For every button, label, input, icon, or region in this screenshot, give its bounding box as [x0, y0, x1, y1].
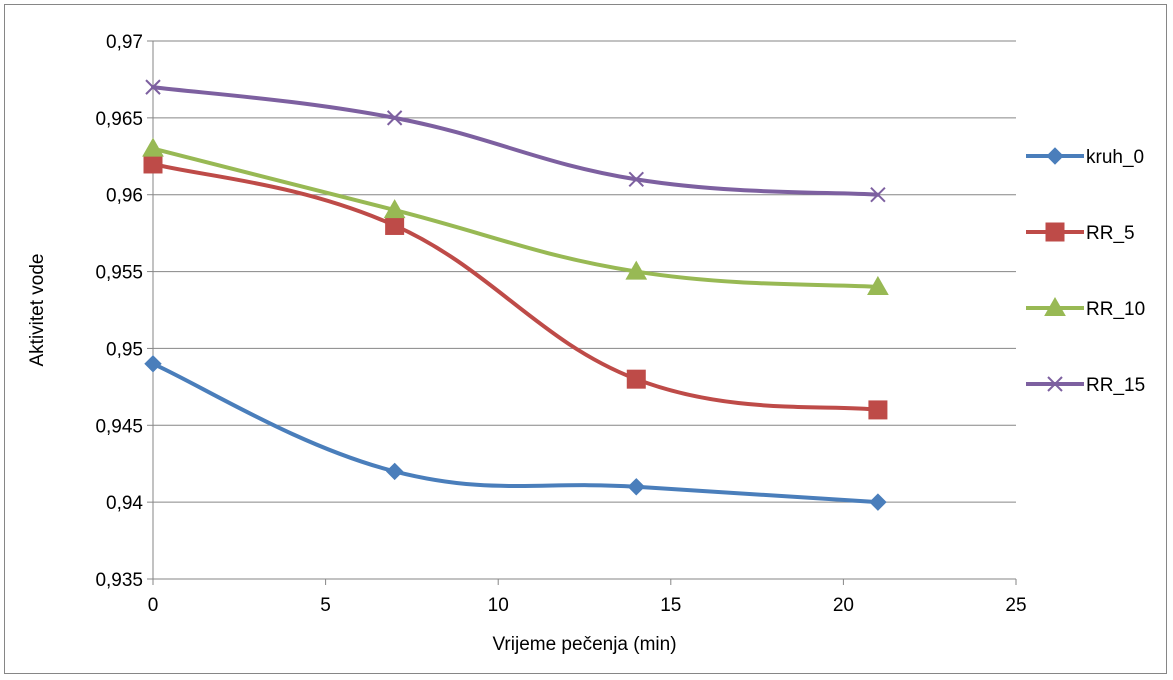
x-tick-label: 25: [1005, 595, 1026, 616]
data-point-kruh_0: [144, 355, 162, 373]
data-point-RR_5: [868, 400, 888, 420]
data-point-RR_10: [867, 275, 889, 295]
x-tick-label: 15: [660, 595, 681, 616]
series-line-RR_10: [151, 146, 880, 289]
data-point-RR_15: [145, 79, 161, 95]
legend-marker-RR_15: [1047, 376, 1063, 392]
legend-label-RR_10: RR_10: [1086, 299, 1145, 320]
line-chart: 0,935 0,94 0,945 0,95 0,955 0,96 0,965 0,97 0 5 10…: [27, 32, 1145, 655]
y-tick-label: 0,935: [95, 570, 143, 591]
x-tick-label: 20: [833, 595, 854, 616]
y-tick-label: 0,96: [106, 186, 143, 207]
chart-frame: 0,935 0,94 0,945 0,95 0,955 0,96 0,965 0,97 0 5 10…: [4, 4, 1167, 674]
legend-label-kruh_0: kruh_0: [1086, 147, 1144, 168]
series-line-kruh_0: [151, 361, 880, 505]
y-tick-label: 0,965: [95, 109, 143, 130]
y-tick-label: 0,97: [106, 32, 143, 53]
x-tick-label: 10: [488, 595, 509, 616]
data-point-RR_15: [870, 187, 886, 203]
y-tick-label: 0,955: [95, 263, 143, 284]
data-point-kruh_0: [627, 478, 645, 496]
grid-lines: [153, 40, 1016, 580]
data-point-RR_10: [142, 137, 164, 157]
data-point-RR_5: [385, 215, 405, 235]
data-point-RR_15: [628, 171, 644, 188]
y-tick-label: 0,95: [106, 339, 143, 360]
data-point-RR_5: [626, 369, 646, 389]
series-lines: [151, 85, 880, 505]
series-line-RR_5: [151, 161, 880, 412]
data-point-RR_5: [143, 154, 163, 174]
legend-marker-RR_10: [1044, 296, 1066, 316]
legend-marker-kruh_0: [1046, 147, 1064, 165]
axes: 0,935 0,94 0,945 0,95 0,955 0,96 0,965 0,97 0 5 10…: [95, 32, 1026, 616]
series-line-RR_15: [151, 85, 880, 197]
x-axis-title: Vrijeme pečenja (min): [492, 634, 676, 655]
data-point-kruh_0: [869, 493, 887, 511]
data-point-RR_10: [625, 260, 648, 280]
legend-label-RR_5: RR_5: [1086, 223, 1135, 244]
data-markers: [142, 79, 889, 511]
y-tick-label: 0,94: [106, 493, 143, 514]
x-tick-label: 5: [320, 595, 331, 616]
data-point-kruh_0: [385, 462, 404, 481]
x-tick-label: 0: [148, 595, 159, 616]
data-point-RR_15: [386, 110, 403, 126]
data-point-RR_10: [383, 199, 406, 219]
legend-label-RR_15: RR_15: [1086, 375, 1145, 396]
legend: kruh_0 RR_5 RR_10 RR_15: [1026, 147, 1145, 396]
y-tick-label: 0,945: [95, 416, 143, 437]
legend-marker-RR_5: [1045, 222, 1065, 242]
y-axis-title: Aktivitet vode: [27, 254, 48, 367]
